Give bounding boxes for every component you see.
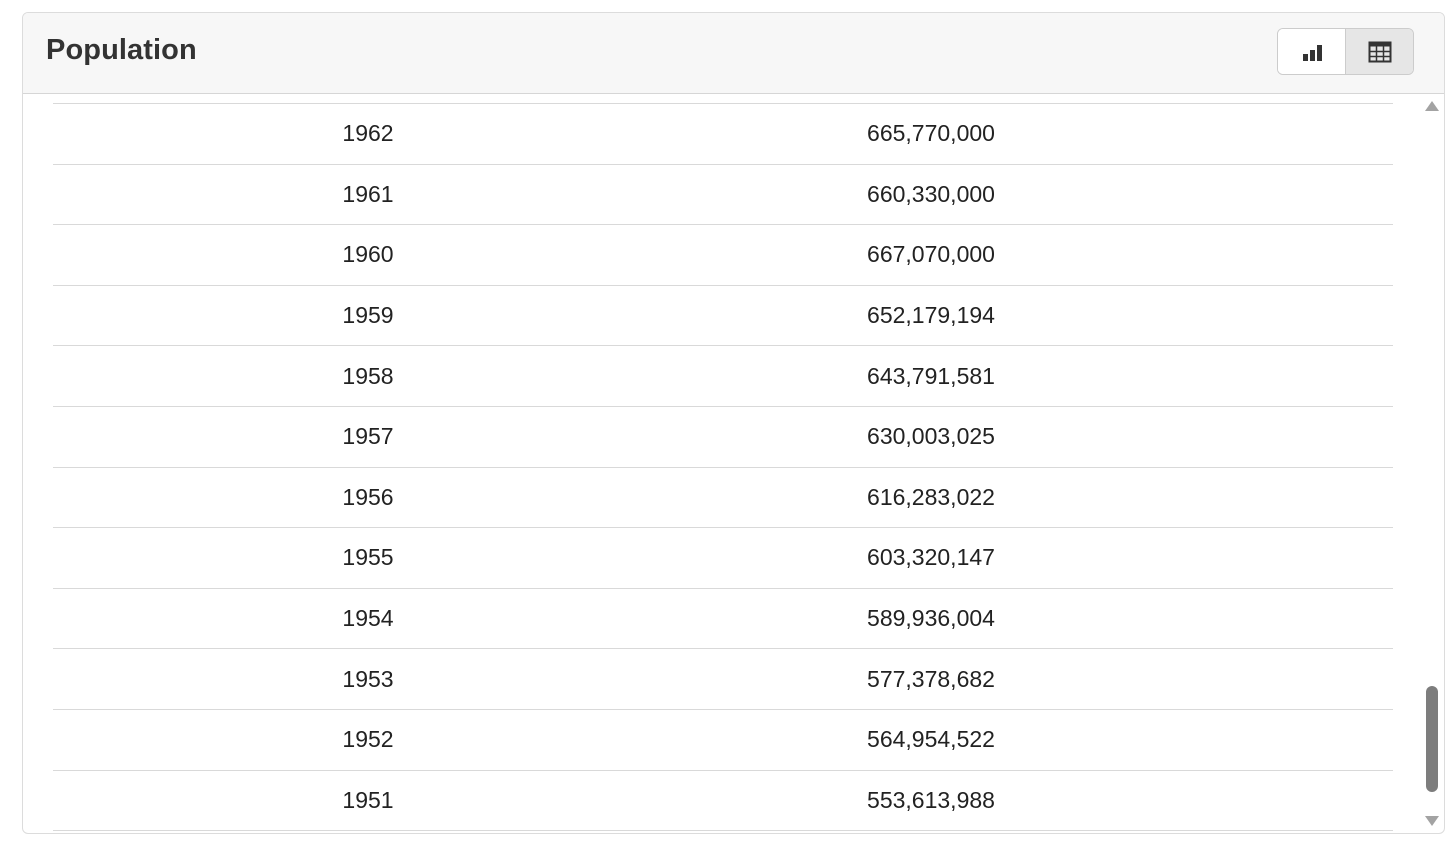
population-panel: Population [22, 12, 1445, 834]
table-row: 1958 643,791,581 [53, 345, 1393, 407]
year-cell: 1951 [53, 770, 683, 832]
panel-header: Population [23, 13, 1444, 94]
spacer-cell [1179, 345, 1393, 407]
population-cell: 660,330,000 [683, 164, 1179, 226]
spacer-cell [1179, 406, 1393, 468]
year-cell: 1953 [53, 648, 683, 710]
population-cell: 667,070,000 [683, 224, 1179, 286]
table-row: 1961 660,330,000 [53, 164, 1393, 226]
year-cell: 1961 [53, 164, 683, 226]
population-cell: 589,936,004 [683, 588, 1179, 650]
vertical-scrollbar[interactable] [1422, 94, 1444, 833]
table-row: 1954 589,936,004 [53, 588, 1393, 650]
population-cell: 564,954,522 [683, 709, 1179, 771]
population-cell: 553,613,988 [683, 770, 1179, 832]
spacer-cell [1179, 224, 1393, 286]
table-row: 1957 630,003,025 [53, 406, 1393, 468]
population-table: 1962 665,770,000 1961 660,330,000 1960 6… [53, 103, 1393, 832]
population-cell: 577,378,682 [683, 648, 1179, 710]
panel-title: Population [46, 34, 197, 66]
population-cell: 603,320,147 [683, 527, 1179, 589]
year-cell: 1960 [53, 224, 683, 286]
table-row: 1959 652,179,194 [53, 285, 1393, 347]
table-row: 1956 616,283,022 [53, 467, 1393, 529]
year-cell: 1952 [53, 709, 683, 771]
view-toggle [1277, 28, 1414, 75]
table-row: 1960 667,070,000 [53, 224, 1393, 286]
population-cell: 665,770,000 [683, 103, 1179, 165]
table-row: 1952 564,954,522 [53, 709, 1393, 771]
population-cell: 616,283,022 [683, 467, 1179, 529]
chart-view-button[interactable] [1278, 29, 1346, 74]
bar-chart-icon [1302, 44, 1322, 61]
spacer-cell [1179, 467, 1393, 529]
year-cell: 1959 [53, 285, 683, 347]
year-cell: 1957 [53, 406, 683, 468]
spacer-cell [1179, 770, 1393, 832]
year-cell: 1956 [53, 467, 683, 529]
spacer-cell [1179, 588, 1393, 650]
scroll-down-arrow-icon[interactable] [1425, 816, 1439, 826]
spacer-cell [1179, 103, 1393, 165]
table-row: 1953 577,378,682 [53, 648, 1393, 710]
table-view-button[interactable] [1346, 29, 1413, 74]
spacer-cell [1179, 527, 1393, 589]
year-cell: 1962 [53, 103, 683, 165]
spacer-cell [1179, 709, 1393, 771]
year-cell: 1958 [53, 345, 683, 407]
spacer-cell [1179, 648, 1393, 710]
table-row: 1955 603,320,147 [53, 527, 1393, 589]
year-cell: 1954 [53, 588, 683, 650]
scroll-up-arrow-icon[interactable] [1425, 101, 1439, 111]
spacer-cell [1179, 164, 1393, 226]
spacer-cell [1179, 285, 1393, 347]
table-viewport[interactable]: 1962 665,770,000 1961 660,330,000 1960 6… [23, 94, 1444, 833]
table-row: 1962 665,770,000 [53, 103, 1393, 165]
year-cell: 1955 [53, 527, 683, 589]
table-row: 1951 553,613,988 [53, 770, 1393, 832]
population-cell: 652,179,194 [683, 285, 1179, 347]
population-cell: 630,003,025 [683, 406, 1179, 468]
scroll-thumb[interactable] [1426, 686, 1438, 792]
population-cell: 643,791,581 [683, 345, 1179, 407]
table-icon [1368, 41, 1391, 62]
